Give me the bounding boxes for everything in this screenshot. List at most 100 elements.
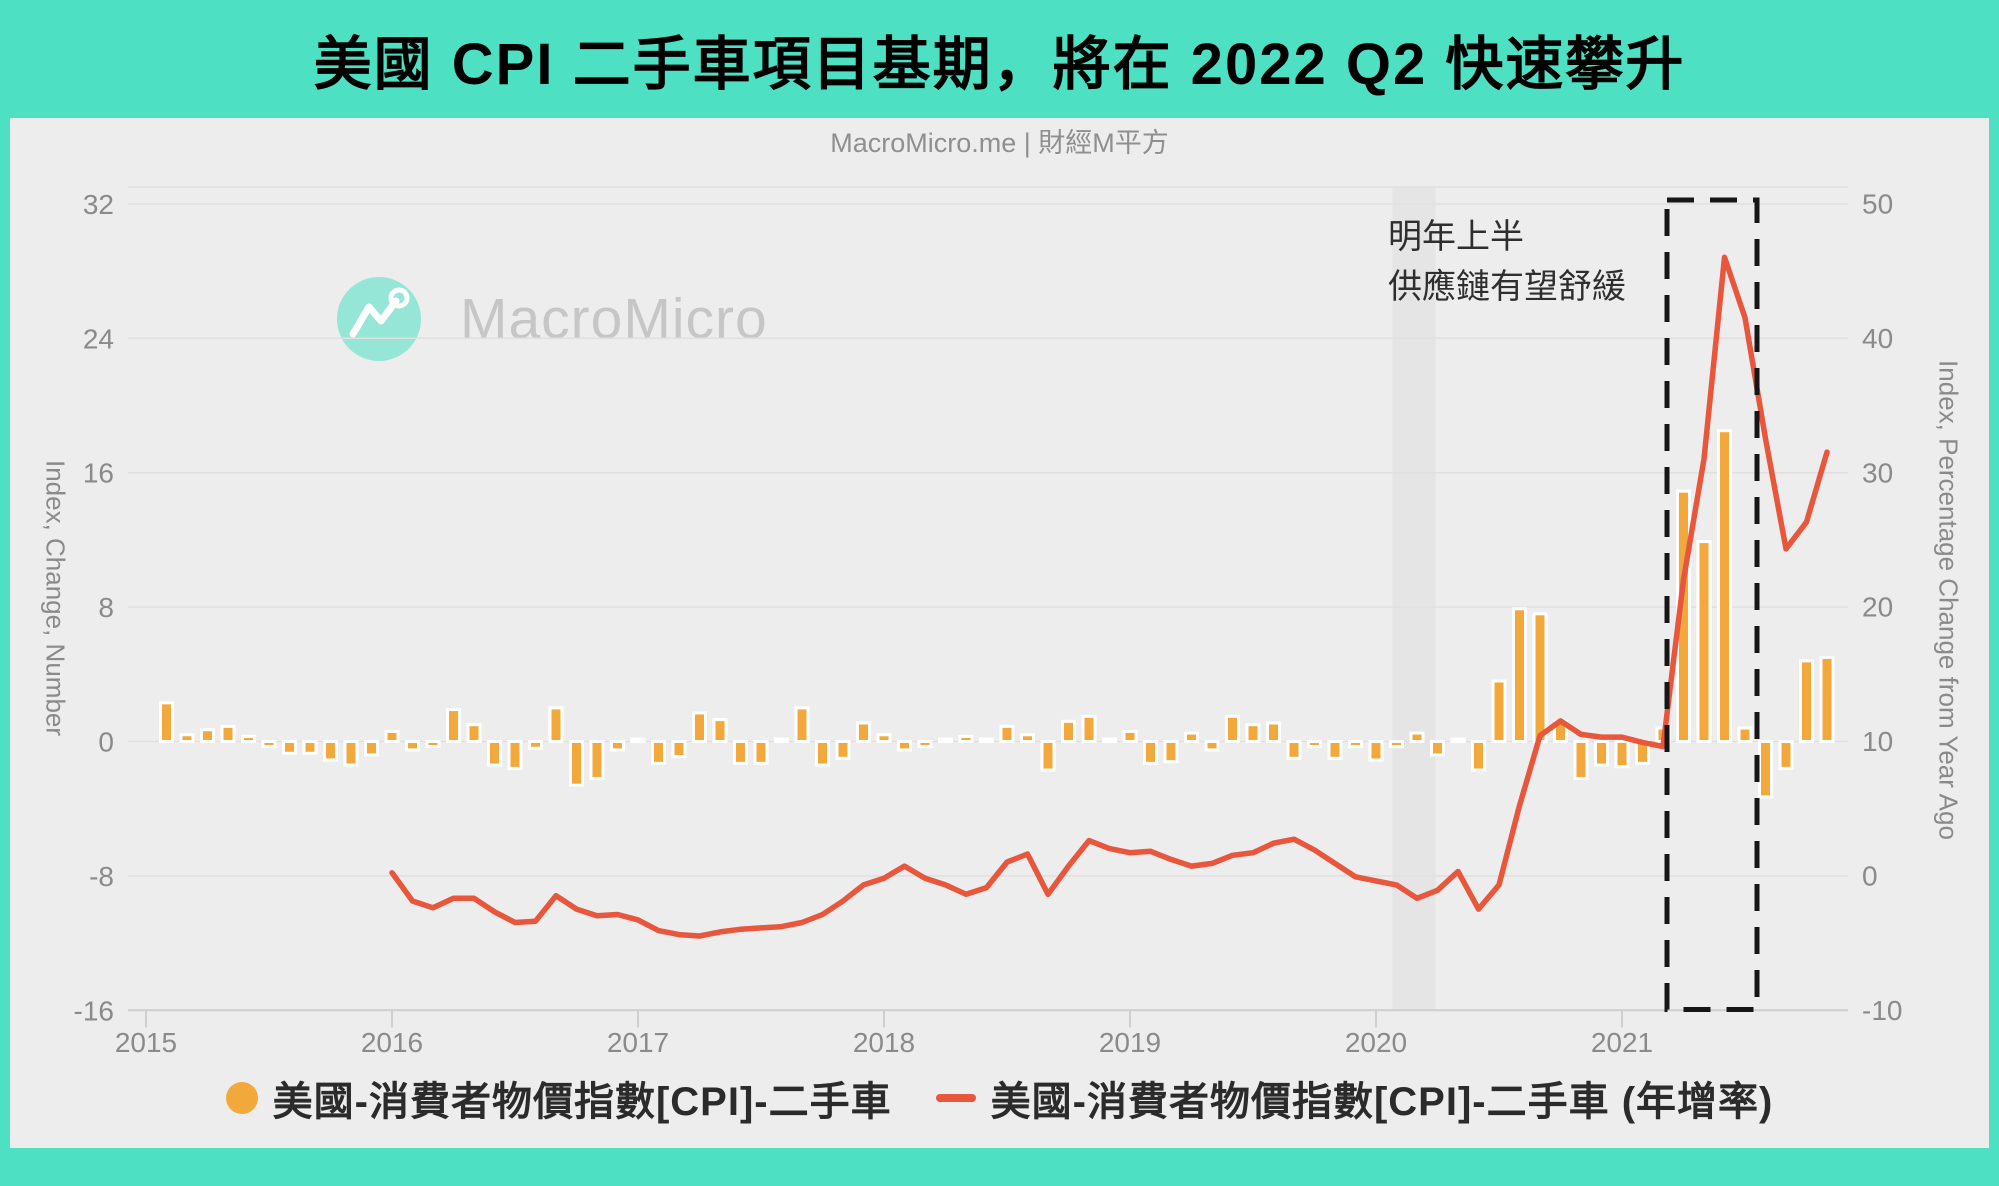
annotation-line-2: 供應鏈有望舒緩: [1388, 268, 1626, 306]
cpi-bar-2019-09[interactable]: [1286, 740, 1302, 760]
cpi-bar-2018-10[interactable]: [1061, 719, 1076, 744]
cpi-bar-2021-08[interactable]: [1758, 740, 1773, 799]
cpi-bar-2016-12[interactable]: [610, 740, 625, 752]
cpi-bar-2021-01[interactable]: [1614, 740, 1630, 769]
cpi-bar-2021-05[interactable]: [1696, 540, 1712, 744]
cpi-bar-2018-08[interactable]: [1020, 733, 1035, 744]
cpi-bar-2015-03[interactable]: [179, 733, 195, 744]
cpi-bar-2021-10[interactable]: [1799, 659, 1814, 743]
cpi-bar-2016-02[interactable]: [405, 740, 420, 752]
cpi-bar-2015-11[interactable]: [343, 740, 359, 767]
cpi-bar-2016-08[interactable]: [528, 740, 543, 750]
cpi-bar-2019-01[interactable]: [1122, 729, 1138, 743]
cpi-bar-2018-01[interactable]: [876, 733, 892, 744]
cpi-bar-2016-06[interactable]: [487, 740, 502, 767]
bar-series-marker-icon: [225, 1082, 258, 1114]
cpi-bar-2019-10[interactable]: [1307, 740, 1322, 749]
x-tick-label: 2016: [361, 1027, 423, 1058]
cpi-bar-2018-11[interactable]: [1081, 714, 1097, 743]
cpi-bar-2020-01[interactable]: [1368, 740, 1384, 762]
cpi-bar-2021-11[interactable]: [1819, 656, 1835, 743]
cpi-bar-2019-03[interactable]: [1163, 740, 1179, 764]
cpi-bar-2018-05[interactable]: [958, 734, 974, 744]
macromicro-logo-icon: [337, 277, 421, 361]
legend-item-line[interactable]: 美國-消費者物價指數[CPI]-二手車 (年增率): [935, 1069, 1774, 1127]
cpi-bar-2018-04[interactable]: [938, 737, 953, 743]
cpi-bar-2015-10[interactable]: [323, 740, 338, 762]
cpi-bar-2017-07[interactable]: [753, 740, 769, 765]
cpi-bar-2018-09[interactable]: [1040, 740, 1056, 772]
page-title: 美國 CPI 二手車項目基期，將在 2022 Q2 快速攀升: [313, 32, 1686, 97]
cpi-bar-2015-04[interactable]: [200, 728, 215, 743]
cpi-bar-2019-04[interactable]: [1184, 731, 1199, 743]
cpi-bar-2017-06[interactable]: [733, 740, 748, 765]
cpi-bar-2016-01[interactable]: [384, 729, 400, 743]
cpi-bar-2020-08[interactable]: [1512, 607, 1527, 744]
cpi-bar-2016-03[interactable]: [425, 740, 441, 749]
cpi-bar-2016-10[interactable]: [569, 740, 584, 787]
cpi-bar-2019-05[interactable]: [1204, 740, 1220, 752]
cpi-bar-2017-09[interactable]: [794, 706, 810, 744]
cpi-bar-2020-12[interactable]: [1594, 740, 1609, 767]
cpi-bar-2015-02[interactable]: [159, 701, 174, 743]
cpi-bar-2017-01[interactable]: [630, 737, 646, 743]
source-caption: MacroMicro.me | 財經M平方: [830, 128, 1169, 158]
right-tick-label: 20: [1862, 592, 1893, 623]
cpi-bar-2015-05[interactable]: [220, 724, 236, 744]
cpi-bar-2016-07[interactable]: [507, 740, 523, 770]
bar-series-label: 美國-消費者物價指數[CPI]-二手車: [272, 1080, 892, 1124]
cpi-bar-2019-02[interactable]: [1143, 740, 1158, 765]
cpi-bar-2017-03[interactable]: [671, 740, 687, 759]
yoy-line[interactable]: [389, 254, 1830, 939]
cpi-bar-2020-09[interactable]: [1532, 612, 1548, 744]
legend-item-bar[interactable]: 美國-消費者物價指數[CPI]-二手車: [225, 1069, 892, 1127]
cpi-bar-2017-10[interactable]: [815, 740, 830, 767]
cpi-bar-2017-02[interactable]: [651, 740, 666, 765]
left-tick-label: 8: [98, 592, 114, 623]
cpi-bar-2016-05[interactable]: [466, 723, 482, 744]
cpi-bar-2016-09[interactable]: [548, 706, 564, 744]
right-tick-label: 40: [1862, 323, 1893, 354]
right-tick-label: 50: [1862, 189, 1893, 220]
cpi-bar-2021-07[interactable]: [1737, 726, 1753, 743]
cpi-bar-2015-12[interactable]: [364, 740, 379, 757]
right-tick-label: 30: [1862, 457, 1893, 488]
left-tick-label: 16: [83, 458, 114, 489]
cpi-bar-2016-11[interactable]: [589, 740, 605, 780]
cpi-bar-2020-04[interactable]: [1430, 740, 1445, 757]
cpi-bar-2018-07[interactable]: [999, 724, 1015, 744]
cpi-bar-2019-08[interactable]: [1266, 721, 1281, 744]
cpi-bar-2018-06[interactable]: [979, 737, 994, 743]
x-tick-label: 2020: [1345, 1027, 1407, 1058]
x-tick-label: 2018: [853, 1027, 915, 1058]
annotation-line-1: 明年上半: [1388, 218, 1524, 256]
cpi-bar-2021-09[interactable]: [1778, 740, 1794, 770]
cpi-bar-2015-08[interactable]: [282, 740, 297, 755]
cpi-bar-2019-07[interactable]: [1245, 723, 1261, 744]
cpi-bar-2019-06[interactable]: [1225, 714, 1240, 743]
cpi-bar-2017-12[interactable]: [856, 721, 871, 744]
left-tick-label: 32: [83, 189, 114, 220]
cpi-bar-2020-02[interactable]: [1389, 740, 1404, 749]
cpi-bar-2019-11[interactable]: [1327, 740, 1343, 760]
cpi-bar-2018-12[interactable]: [1102, 737, 1117, 743]
cpi-bar-2018-03[interactable]: [917, 740, 933, 749]
cpi-bar-2017-05[interactable]: [712, 718, 728, 743]
cpi-bar-2020-06[interactable]: [1471, 740, 1486, 772]
cpi-bar-2020-03[interactable]: [1409, 731, 1425, 743]
cpi-bar-2021-06[interactable]: [1717, 429, 1732, 743]
cpi-bar-2020-07[interactable]: [1491, 679, 1507, 744]
cpi-bar-2015-07[interactable]: [261, 740, 277, 749]
cpi-bar-2016-04[interactable]: [446, 708, 461, 744]
cpi-bar-2019-12[interactable]: [1348, 740, 1363, 749]
cpi-bar-2017-11[interactable]: [835, 740, 851, 760]
cpi-bar-2015-09[interactable]: [302, 740, 318, 755]
cpi-bar-2018-02[interactable]: [897, 740, 912, 752]
cpi-bar-2017-04[interactable]: [692, 711, 707, 744]
left-tick-label: 24: [83, 323, 114, 354]
cpi-bar-2020-11[interactable]: [1573, 740, 1589, 780]
cpi-bar-2015-06[interactable]: [241, 734, 256, 744]
cpi-bar-2017-08[interactable]: [774, 737, 789, 743]
cpi-bar-2020-05[interactable]: [1450, 737, 1466, 743]
